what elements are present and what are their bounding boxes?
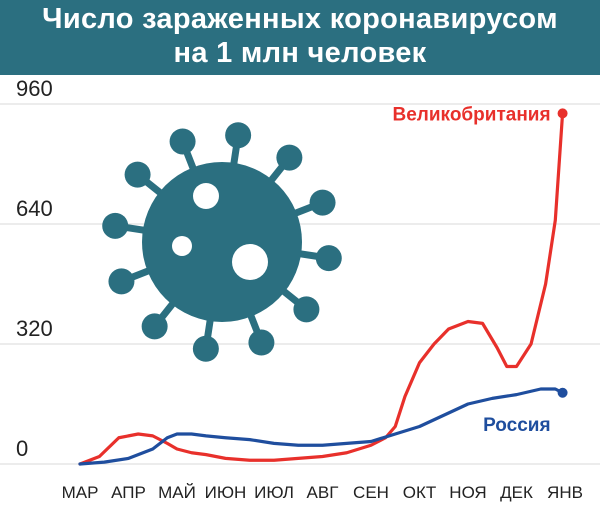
- x-axis-ticks: МАР АПР МАЙ ИЮН ИЮЛ АВГ СЕН ОКТ НОЯ ДЕК ЯНВ: [62, 483, 583, 502]
- x-tick-label: МАЙ: [158, 483, 196, 502]
- series-lines: [78, 108, 568, 466]
- x-tick-label: ДЕК: [500, 483, 533, 502]
- coronavirus-icon: [102, 122, 342, 362]
- y-tick-label: 640: [16, 196, 53, 221]
- virus-body: [142, 162, 302, 322]
- virus-spike-tip: [293, 296, 320, 323]
- virus-spike-tip: [108, 268, 135, 295]
- virus-spike-tip: [102, 212, 129, 239]
- series-labels: Великобритания Россия: [393, 104, 551, 435]
- virus-spike-tip: [309, 189, 336, 216]
- x-tick-label: МАР: [62, 483, 99, 502]
- y-axis-ticks: 0 320 640 960: [16, 76, 53, 461]
- y-tick-label: 0: [16, 436, 28, 461]
- chart-title-line-2: на 1 млн человек: [173, 37, 427, 69]
- x-tick-label: СЕН: [353, 483, 389, 502]
- virus-spike-tip: [276, 144, 303, 171]
- x-tick-label: НОЯ: [449, 483, 486, 502]
- x-tick-label: ЯНВ: [547, 483, 583, 502]
- y-tick-label: 320: [16, 316, 53, 341]
- x-tick-label: ИЮЛ: [254, 483, 294, 502]
- virus-spike-tip: [169, 128, 196, 155]
- series-end-marker-1: [557, 387, 568, 398]
- x-tick-label: ИЮН: [205, 483, 247, 502]
- virus-spike-tip: [225, 122, 252, 149]
- x-tick-label: ОКТ: [403, 483, 437, 502]
- virus-spike-tip: [124, 161, 151, 188]
- uk-series-label: Великобритания: [393, 104, 551, 125]
- series-line-1: [78, 387, 565, 466]
- virus-spike-tip: [192, 335, 219, 362]
- virus-spike-tip: [248, 329, 275, 356]
- y-tick-label: 960: [16, 76, 53, 101]
- series-line-0: [78, 111, 565, 466]
- virus-spike-tip: [141, 313, 168, 340]
- x-tick-label: АВГ: [307, 483, 339, 502]
- title-banner: Число зараженных коронавирусом на 1 млн …: [0, 0, 600, 75]
- x-tick-label: АПР: [111, 483, 146, 502]
- russia-series-label: Россия: [483, 415, 550, 436]
- virus-spike-tip: [315, 245, 342, 272]
- series-end-marker-0: [557, 108, 568, 119]
- chart-title-line-1: Число зараженных коронавирусом: [42, 3, 558, 35]
